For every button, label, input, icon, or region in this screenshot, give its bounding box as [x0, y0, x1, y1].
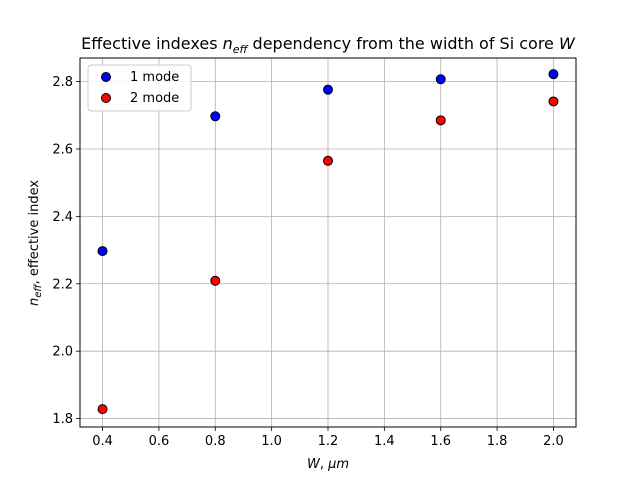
point-1-mode	[548, 69, 559, 80]
legend-marker-2-mode	[101, 93, 111, 103]
x-tick-label: 1.4	[374, 434, 395, 449]
x-tick-label: 1.0	[261, 434, 282, 449]
title-prefix: Effective indexes	[81, 34, 222, 53]
point-2-mode	[435, 115, 446, 126]
y-tick-label: 2.2	[52, 277, 73, 292]
point-1-mode	[435, 74, 446, 85]
legend-label-1-mode: 1 mode	[130, 70, 179, 85]
x-tick-label: 1.2	[318, 434, 339, 449]
x-tick-label: 0.4	[92, 434, 113, 449]
x-label-var: W	[307, 457, 321, 472]
point-1-mode	[97, 246, 108, 257]
y-tick-label: 2.4	[52, 210, 73, 225]
chart-title: Effective indexes neff dependency from t…	[81, 34, 576, 56]
point-2-mode	[97, 404, 108, 415]
grid	[80, 58, 576, 427]
point-2-mode	[548, 96, 559, 107]
point-1-mode	[210, 111, 221, 122]
point-2-mode	[323, 155, 333, 166]
title-middle: dependency from the width of Si core	[247, 34, 559, 53]
title-sub: eff	[233, 43, 249, 56]
axis-ticks: 0.4 0.6 0.8 1.0 1.2 1.4 1.6 1.8 2.0 1.8 2.0 2.2 2.4 2…	[52, 75, 563, 449]
title-var2: W	[559, 34, 576, 53]
x-tick-label: 1.8	[487, 434, 508, 449]
y-tick-label: 2.0	[52, 345, 73, 360]
legend: 1 mode 2 mode	[87, 64, 192, 112]
x-label-sep: ,	[320, 457, 328, 472]
y-tick-label: 1.8	[52, 412, 73, 427]
x-tick-label: 1.6	[430, 434, 451, 449]
y-label-sub: eff	[33, 283, 44, 298]
y-axis-label: neff, effective index	[27, 180, 44, 306]
x-tick-label: 0.6	[149, 434, 170, 449]
x-tick-label: 2.0	[543, 434, 564, 449]
x-tick-label: 0.8	[205, 434, 226, 449]
legend-box	[87, 64, 192, 112]
y-tick-label: 2.8	[52, 75, 73, 90]
point-1-mode	[323, 84, 333, 95]
data-points	[97, 69, 559, 415]
point-2-mode	[210, 275, 221, 286]
x-label-unit: μm	[327, 457, 349, 472]
y-tick-label: 2.6	[52, 142, 73, 157]
x-axis-label: W, μm	[307, 457, 349, 472]
legend-marker-1-mode	[101, 72, 111, 82]
title-var: n	[223, 34, 233, 53]
y-label-rest: , effective index	[27, 180, 42, 285]
legend-label-2-mode: 2 mode	[130, 91, 179, 106]
y-label-var: n	[27, 298, 42, 306]
